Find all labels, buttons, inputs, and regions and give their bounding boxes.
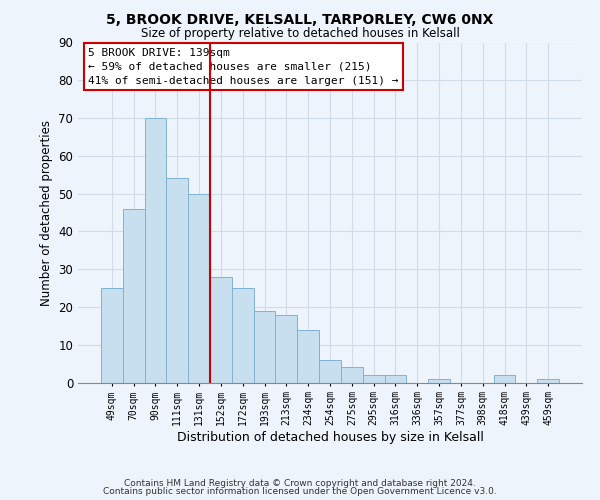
- Bar: [101, 288, 123, 382]
- Bar: [145, 118, 166, 382]
- Bar: [232, 288, 254, 382]
- Text: 5 BROOK DRIVE: 139sqm
← 59% of detached houses are smaller (215)
41% of semi-det: 5 BROOK DRIVE: 139sqm ← 59% of detached …: [88, 48, 398, 86]
- Bar: [166, 178, 188, 382]
- Bar: [363, 375, 385, 382]
- Text: 5, BROOK DRIVE, KELSALL, TARPORLEY, CW6 0NX: 5, BROOK DRIVE, KELSALL, TARPORLEY, CW6 …: [106, 12, 494, 26]
- Bar: [494, 375, 515, 382]
- Text: Contains public sector information licensed under the Open Government Licence v3: Contains public sector information licen…: [103, 487, 497, 496]
- Bar: [254, 310, 275, 382]
- Y-axis label: Number of detached properties: Number of detached properties: [40, 120, 53, 306]
- Bar: [297, 330, 319, 382]
- Bar: [537, 378, 559, 382]
- Bar: [210, 276, 232, 382]
- Bar: [275, 314, 297, 382]
- Bar: [188, 194, 210, 382]
- Bar: [319, 360, 341, 382]
- X-axis label: Distribution of detached houses by size in Kelsall: Distribution of detached houses by size …: [176, 431, 484, 444]
- Bar: [385, 375, 406, 382]
- Bar: [341, 368, 363, 382]
- Bar: [428, 378, 450, 382]
- Text: Contains HM Land Registry data © Crown copyright and database right 2024.: Contains HM Land Registry data © Crown c…: [124, 478, 476, 488]
- Text: Size of property relative to detached houses in Kelsall: Size of property relative to detached ho…: [140, 28, 460, 40]
- Bar: [123, 208, 145, 382]
